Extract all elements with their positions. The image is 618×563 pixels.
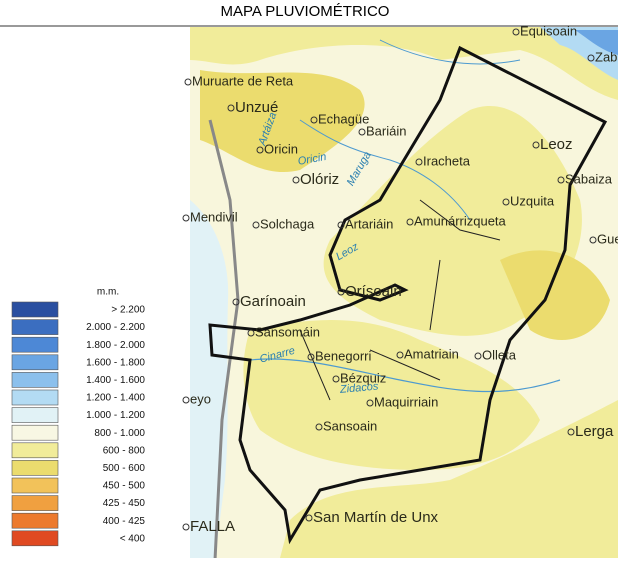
place-name: Muruarte de Reta xyxy=(192,73,294,88)
legend-label: 1.400 - 1.600 xyxy=(86,375,145,386)
town-dot xyxy=(227,104,235,112)
legend-swatch xyxy=(11,354,59,371)
legend-swatch xyxy=(11,372,59,388)
place-name: eyo xyxy=(190,391,211,406)
town-dot xyxy=(182,523,190,531)
town-dot xyxy=(406,218,414,226)
legend-swatch xyxy=(11,319,59,335)
legend-unit: m.m. xyxy=(97,287,119,298)
place-name: Olleta xyxy=(482,347,517,362)
town-dot xyxy=(252,221,260,229)
map xyxy=(190,27,618,561)
place-name: Mendivil xyxy=(190,209,238,224)
legend-swatch xyxy=(11,301,59,318)
place-name: San Martín de Unx xyxy=(313,509,439,526)
legend-label: > 2.200 xyxy=(111,305,145,316)
town-dot xyxy=(567,428,575,436)
town-dot xyxy=(307,353,315,361)
place-name: Benegorri xyxy=(315,348,371,363)
town-dot xyxy=(182,396,190,404)
place-name: Solchaga xyxy=(260,216,315,231)
town-dot xyxy=(315,423,323,431)
place-name: Lerga xyxy=(575,423,614,440)
place-name: Guetad xyxy=(597,231,618,246)
place-name: Orísoain xyxy=(345,283,402,300)
legend-label: 800 - 1.000 xyxy=(94,428,145,439)
town-dot xyxy=(310,116,318,124)
town-dot xyxy=(587,54,595,62)
legend-label: 600 - 800 xyxy=(103,445,146,456)
town-dot xyxy=(182,214,190,222)
legend-swatch xyxy=(11,336,59,353)
place-name: Sabaiza xyxy=(565,171,613,186)
legend-label: 1.200 - 1.400 xyxy=(86,393,145,404)
legend-swatch xyxy=(11,530,59,547)
place-name: Unzué xyxy=(235,99,278,116)
legend-label: 1.000 - 1.200 xyxy=(86,410,145,421)
title: MAPA PLUVIOMÉTRICO xyxy=(221,3,390,20)
place-name: Garínoain xyxy=(240,293,306,310)
legend-swatch xyxy=(11,460,59,476)
place-name: Amunárrizqueta xyxy=(414,213,507,228)
river-name: Zidacos xyxy=(338,381,379,396)
legend-swatch xyxy=(11,389,59,406)
legend-label: 425 - 450 xyxy=(103,498,146,509)
town-dot xyxy=(256,146,264,154)
legend-label: 1.800 - 2.000 xyxy=(86,340,145,351)
place-name: Echagüe xyxy=(318,111,369,126)
place-name: Sansomáin xyxy=(255,324,320,339)
place-name: Bariáin xyxy=(366,123,406,138)
town-dot xyxy=(557,176,565,184)
legend-swatch xyxy=(11,424,59,441)
town-dot xyxy=(337,221,345,229)
legend-label: 1.600 - 1.800 xyxy=(86,357,145,368)
place-name: Artariáin xyxy=(345,216,393,231)
legend-swatch xyxy=(11,442,59,459)
legend: m.m. > 2.200 2.000 - 2.200 1.800 - 2.000 1.… xyxy=(11,287,146,547)
legend-swatch xyxy=(11,407,59,423)
town-dot xyxy=(337,288,345,296)
town-dot xyxy=(332,375,340,383)
place-name: Bézquiz xyxy=(340,370,386,385)
town-dot xyxy=(396,351,404,359)
town-dot xyxy=(247,329,255,337)
legend-label: < 400 xyxy=(120,533,146,544)
place-name: Maquirriain xyxy=(374,394,438,409)
place-name: Iracheta xyxy=(423,153,471,168)
legend-label: 500 - 600 xyxy=(103,463,146,474)
town-dot xyxy=(184,78,192,86)
town-dot xyxy=(474,352,482,360)
town-dot xyxy=(292,176,300,184)
legend-label: 2.000 - 2.200 xyxy=(86,322,145,333)
place-name: Zabalz xyxy=(595,49,618,64)
town-dot xyxy=(415,158,423,166)
place-name: Olóriz xyxy=(300,171,339,188)
legend-label: 400 - 425 xyxy=(103,516,146,527)
town-dot xyxy=(232,298,240,306)
town-dot xyxy=(532,141,540,149)
town-dot xyxy=(589,236,597,244)
legend-label: 450 - 500 xyxy=(103,481,146,492)
place-labels: Equisoain Zabalz Muruarte de Reta Unzué Echa… xyxy=(182,23,618,535)
town-dot xyxy=(512,28,520,36)
town-dot xyxy=(366,399,374,407)
town-dot xyxy=(502,198,510,206)
place-name: Equisoain xyxy=(520,23,577,38)
legend-swatch xyxy=(11,495,59,511)
town-dot xyxy=(358,128,366,136)
legend-swatch xyxy=(11,477,59,494)
town-dot xyxy=(305,514,313,522)
river-name: Oricin xyxy=(297,151,327,168)
place-name: Leoz xyxy=(540,136,573,153)
legend-swatch xyxy=(11,512,59,529)
place-name: Oricin xyxy=(264,141,298,156)
place-name: Sansoain xyxy=(323,418,377,433)
place-name: Amatriain xyxy=(404,346,459,361)
place-name: FALLA xyxy=(190,518,235,535)
place-name: Uzquita xyxy=(510,193,555,208)
